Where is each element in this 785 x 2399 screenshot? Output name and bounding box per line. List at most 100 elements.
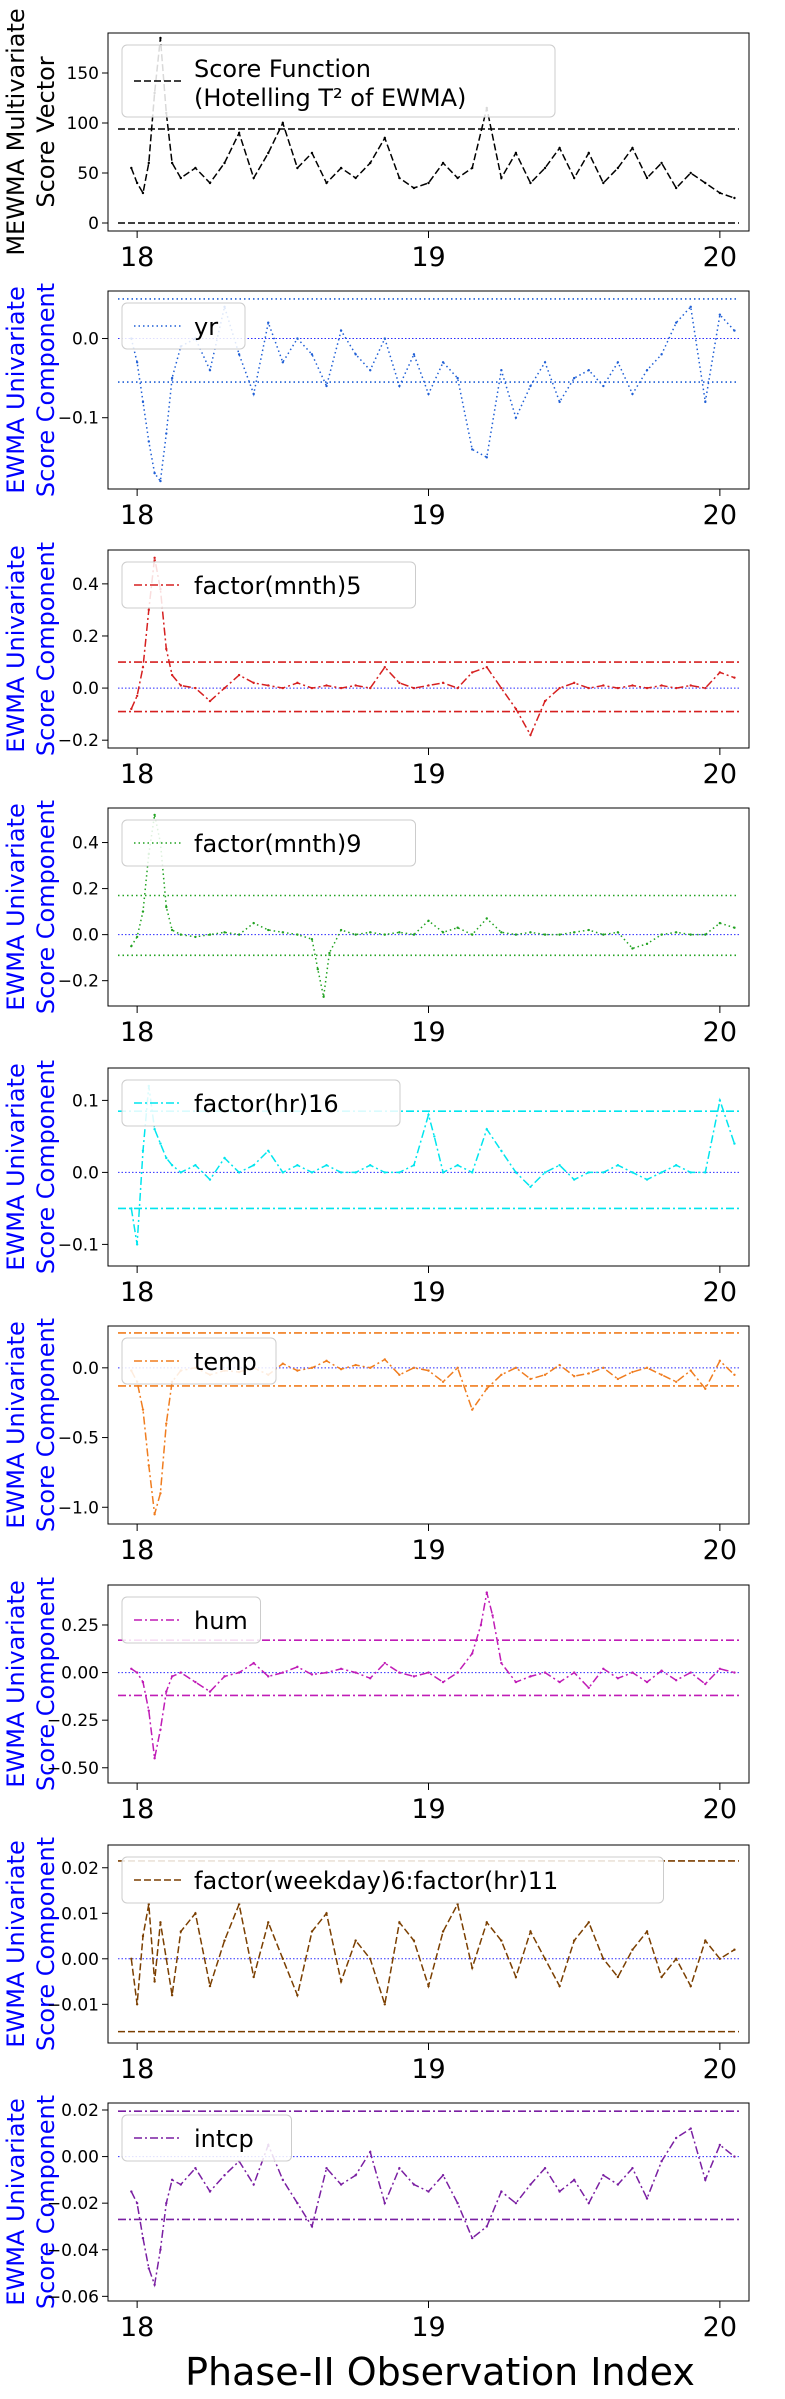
y-tick-label: 0.0 <box>72 1163 99 1183</box>
axes-frame <box>107 1067 750 1267</box>
data-point <box>558 146 561 150</box>
data-point <box>267 1149 270 1153</box>
data-point <box>252 176 255 180</box>
chart-panel-7: EWMA Univariate Score Component 0.25 0.00 −0… <box>2 1577 750 1825</box>
data-point <box>153 471 156 475</box>
x-tick-label: 20 <box>703 1794 737 1825</box>
data-point <box>689 171 692 175</box>
data-point <box>427 919 430 923</box>
legend-label: factor(weekday)6:factor(hr)11 <box>194 1867 558 1895</box>
y-tick-label: −0.50 <box>47 1759 99 1779</box>
legend: hum <box>121 1596 261 1644</box>
data-point <box>689 1671 692 1674</box>
data-point <box>170 1994 174 1997</box>
legend-box <box>121 302 246 350</box>
data-point <box>208 181 212 185</box>
chart-panel-4: EWMA Univariate Score Component 0.4 0.2 0.0 −… <box>2 800 750 1048</box>
data-point <box>130 707 133 711</box>
data-point <box>689 684 692 687</box>
legend-box <box>121 1337 277 1385</box>
data-point <box>237 1902 241 1906</box>
legend: yr <box>121 302 246 350</box>
legend: temp <box>121 1337 277 1385</box>
data-point <box>170 376 174 380</box>
data-point <box>141 1934 145 1938</box>
data-point <box>147 1464 150 1467</box>
y-tick-label: −0.1 <box>58 409 99 429</box>
data-point <box>514 933 518 936</box>
y-tick-label: −0.06 <box>47 2287 99 2307</box>
data-point <box>383 1171 386 1174</box>
data-point <box>165 905 168 909</box>
legend-label: intcp <box>194 2125 254 2153</box>
data-point <box>543 1171 547 1174</box>
data-point <box>179 933 183 936</box>
y-tick-label: −0.02 <box>47 2194 99 2214</box>
data-point <box>147 2267 150 2270</box>
data-point <box>631 2167 634 2170</box>
y-tick-label: 0.02 <box>61 1859 99 1879</box>
y-axis-label: EWMA Univariate <box>2 1063 30 1270</box>
data-point <box>427 684 430 687</box>
data-point <box>383 666 386 669</box>
data-point <box>645 369 649 372</box>
data-point <box>616 1377 620 1381</box>
data-point <box>328 951 331 955</box>
data-point <box>471 166 474 170</box>
data-point <box>223 686 226 690</box>
data-point <box>543 1671 547 1674</box>
data-point <box>689 933 692 936</box>
data-point <box>456 1164 459 1167</box>
data-point <box>130 1207 133 1210</box>
data-point <box>165 432 168 435</box>
data-point <box>325 1359 328 1363</box>
data-point <box>281 2178 285 2182</box>
data-point <box>485 1921 488 1924</box>
data-point <box>733 2155 736 2158</box>
y-tick-label: 150 <box>67 64 99 84</box>
data-point <box>398 1171 401 1174</box>
data-point <box>165 1690 168 1693</box>
legend: factor(hr)16 <box>121 1079 401 1127</box>
data-point <box>529 384 532 388</box>
data-point <box>456 2201 459 2205</box>
data-point <box>616 2183 620 2186</box>
data-point <box>558 1164 561 1167</box>
data-point <box>267 1921 270 1924</box>
data-point <box>369 686 372 690</box>
data-point <box>645 686 649 690</box>
data-point <box>543 2167 547 2170</box>
x-tick-label: 19 <box>411 1017 445 1048</box>
y-tick-label: −0.01 <box>47 1995 99 2015</box>
data-point <box>733 1373 736 1377</box>
data-point <box>441 2174 445 2177</box>
data-point <box>398 931 401 934</box>
data-point <box>135 1243 139 1246</box>
data-point <box>441 361 445 364</box>
legend-box <box>121 561 416 609</box>
data-point <box>616 1164 620 1167</box>
data-point <box>237 1171 241 1174</box>
data-point <box>325 1912 328 1915</box>
data-point <box>529 2183 532 2186</box>
data-point <box>165 647 168 651</box>
data-point <box>208 933 212 936</box>
data-point <box>441 681 445 685</box>
data-point <box>267 1675 270 1678</box>
data-point <box>441 1380 445 1383</box>
data-point <box>456 686 459 690</box>
data-point <box>147 1709 150 1712</box>
data-point <box>514 1366 518 1370</box>
data-point <box>310 2225 314 2228</box>
data-point <box>165 1156 168 1160</box>
data-point <box>587 369 590 372</box>
data-point <box>558 400 561 404</box>
legend-label: factor(hr)16 <box>194 1090 339 1118</box>
data-point <box>471 448 474 451</box>
data-point <box>223 161 226 165</box>
data-point <box>631 1171 634 1174</box>
y-axis-label: EWMA Univariate <box>2 1840 30 2047</box>
data-point <box>485 666 488 669</box>
data-point <box>718 313 722 316</box>
data-point <box>471 2236 474 2240</box>
